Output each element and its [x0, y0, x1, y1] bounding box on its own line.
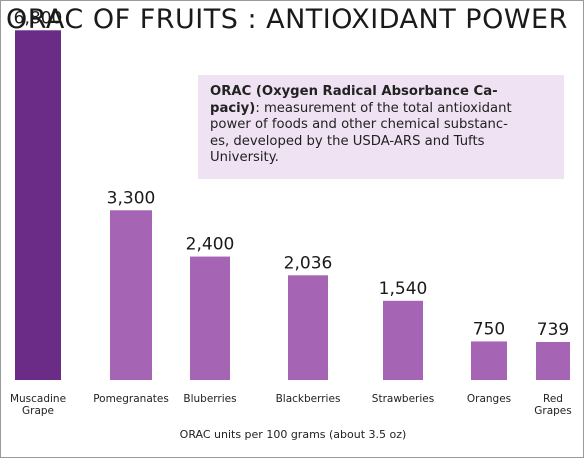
- category-label: Grape: [22, 405, 54, 417]
- definition-text-line-1: : measurement of the total antioxidant: [255, 100, 512, 116]
- category-label: Red: [543, 393, 563, 405]
- bars-group: [15, 30, 570, 381]
- bar: [190, 256, 230, 380]
- bar-value-label: 2,400: [186, 235, 235, 255]
- value-labels-group: 6,800 3,300 2,400 2,036 1,540 750 739: [14, 8, 570, 340]
- definition-text-line-3: es, developed by the USDA-ARS and Tufts: [210, 133, 485, 149]
- category-label: Bluberries: [183, 393, 236, 405]
- bar: [536, 341, 570, 380]
- category-label: Oranges: [467, 393, 511, 405]
- bar-value-label: 6,800: [14, 8, 63, 28]
- category-label: Muscadine: [10, 393, 66, 405]
- orac-definition-box: ORAC (Oxygen Radical Absorbance Ca- paci…: [198, 75, 564, 179]
- definition-term-line-2: paciy): [210, 100, 256, 116]
- chart-title: ORAC OF FRUITS : ANTIOXIDANT POWER: [6, 4, 568, 35]
- bar-value-label: 739: [537, 320, 569, 340]
- category-label: Pomegranates: [93, 393, 169, 405]
- bar-value-label: 3,300: [107, 188, 156, 208]
- bar: [110, 210, 152, 380]
- definition-text-line-4: University.: [210, 150, 279, 165]
- definition-term-line-1: ORAC (Oxygen Radical Absorbance Ca-: [210, 84, 498, 99]
- category-label: Strawberies: [372, 393, 434, 405]
- definition-text-line-2: power of foods and other chemical substa…: [210, 117, 508, 132]
- bar-value-label: 1,540: [379, 279, 428, 299]
- category-label: Grapes: [534, 405, 571, 417]
- bar: [15, 30, 61, 381]
- bar: [471, 341, 507, 380]
- category-label: Blackberries: [276, 393, 341, 405]
- bar: [383, 300, 423, 380]
- x-axis-label: ORAC units per 100 grams (about 3.5 oz): [179, 428, 407, 441]
- bar-value-label: 750: [473, 319, 505, 339]
- bar-value-label: 2,036: [284, 253, 333, 273]
- bar: [288, 275, 328, 380]
